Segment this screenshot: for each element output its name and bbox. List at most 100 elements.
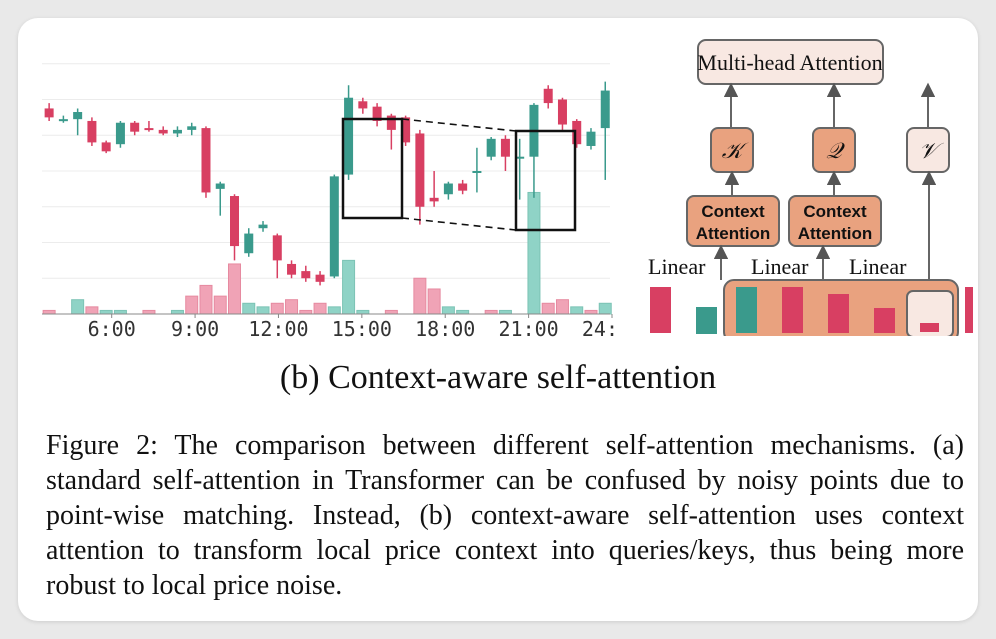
volume-bar (498, 309, 512, 315)
zoom-annotation (341, 117, 577, 232)
volume-bar (42, 309, 56, 315)
context-attention-q-line1: Context (803, 202, 867, 221)
candle-body (329, 176, 339, 277)
x-tick-label: 24:00 (582, 317, 618, 341)
context-attention-k-line2: Attention (696, 224, 771, 243)
candle-body (144, 128, 154, 131)
volume-bar (228, 263, 242, 315)
multihead-attention-box (697, 39, 884, 85)
volume-bar (85, 306, 99, 315)
x-tick-label: 12:00 (248, 317, 308, 341)
linear-label-q: Linear (751, 254, 809, 279)
volume-bar (456, 309, 470, 315)
chart-grid (42, 63, 610, 315)
candle-body (73, 112, 83, 120)
x-tick-label: 6:00 (88, 317, 136, 341)
candle-body (315, 274, 325, 282)
candle-body (301, 271, 311, 279)
candlestick-chart: 6:00 9:00 12:00 15:00 18:00 21:00 24:00 (42, 63, 618, 341)
context-attention-q-line2: Attention (798, 224, 873, 243)
volume-bar (99, 309, 113, 315)
current-point-box (906, 290, 954, 336)
volume-bar (327, 306, 341, 315)
subfigure-caption: (b) Context-aware self-attention (279, 359, 717, 396)
candle-body (344, 97, 354, 175)
context-attention-box-q (788, 195, 882, 247)
candle-body (115, 122, 125, 145)
candle-body (287, 263, 297, 275)
seq-bar-3 (736, 287, 757, 333)
seq-bar-1 (650, 287, 671, 333)
volume-bar (484, 309, 498, 315)
volume-bar (584, 309, 598, 315)
candle-body (443, 183, 453, 195)
seq-bar-8 (965, 287, 973, 333)
candle-body (58, 119, 68, 122)
candle-body (215, 183, 225, 189)
candle-body (415, 133, 425, 207)
volume-bar (313, 302, 327, 315)
volume-bar (342, 259, 356, 315)
candle-body (515, 156, 525, 159)
candle-body (187, 126, 197, 130)
volume-bar (441, 306, 455, 315)
volume-bar (555, 299, 569, 315)
seq-bar-6 (874, 308, 895, 333)
query-label: 𝒬 (826, 138, 845, 163)
candle-body (386, 115, 396, 130)
context-aware-attention-diagram: Multi-head Attention 𝒦 𝒬 𝒱 Context Atten… (648, 39, 973, 336)
volume-bar (413, 277, 427, 315)
x-tick-label: 9:00 (171, 317, 219, 341)
volume-bar (113, 309, 127, 315)
candle-body (272, 235, 282, 261)
candle-body (244, 233, 254, 254)
volume-bar (541, 302, 555, 315)
candle-body (401, 117, 411, 143)
volume-bar (170, 309, 184, 315)
volume-bar (242, 302, 256, 315)
candle-body (472, 171, 482, 173)
seq-bar-5 (828, 294, 849, 333)
candle-body (429, 197, 439, 202)
x-tick-label: 15:00 (332, 317, 392, 341)
linear-label-k: Linear (648, 254, 706, 279)
volume-bar (213, 295, 227, 315)
volume-bar (598, 302, 612, 315)
volume-bar (356, 309, 370, 315)
candle-body (358, 101, 368, 109)
candle-body (572, 120, 582, 145)
candle-body (486, 138, 496, 157)
candle-body (600, 90, 610, 129)
volume-bar (527, 191, 541, 315)
candle-body (172, 129, 182, 134)
candle-body (258, 224, 268, 229)
volume-bar (299, 309, 313, 315)
candle-body (130, 122, 140, 132)
volume-bar (199, 284, 213, 315)
x-tick-label: 18:00 (415, 317, 475, 341)
volume-bars (42, 191, 612, 315)
candle-body (87, 120, 97, 143)
candles (44, 81, 610, 286)
volume-bar (71, 299, 85, 315)
context-attention-k-line1: Context (701, 202, 765, 221)
candle-body (372, 106, 382, 121)
candle-body (500, 138, 510, 157)
zoom-line-bottom (401, 217, 517, 231)
volume-bar (384, 309, 398, 315)
target-window-box (514, 129, 577, 232)
candle-body (230, 196, 240, 247)
candle-body (158, 129, 168, 134)
zoom-line-top (401, 118, 517, 132)
seq-bar-4 (782, 287, 803, 333)
candle-body (543, 88, 553, 104)
seq-bar-current (920, 323, 939, 332)
volume-bar (270, 302, 284, 315)
linear-label-v: Linear (849, 254, 907, 279)
volume-bar (285, 299, 299, 315)
seq-bar-2 (696, 307, 717, 334)
x-axis-ticks: 6:00 9:00 12:00 15:00 18:00 21:00 24:00 (88, 314, 618, 341)
source-window-box (341, 117, 404, 220)
candle-body (458, 183, 468, 191)
volume-bar (427, 288, 441, 315)
